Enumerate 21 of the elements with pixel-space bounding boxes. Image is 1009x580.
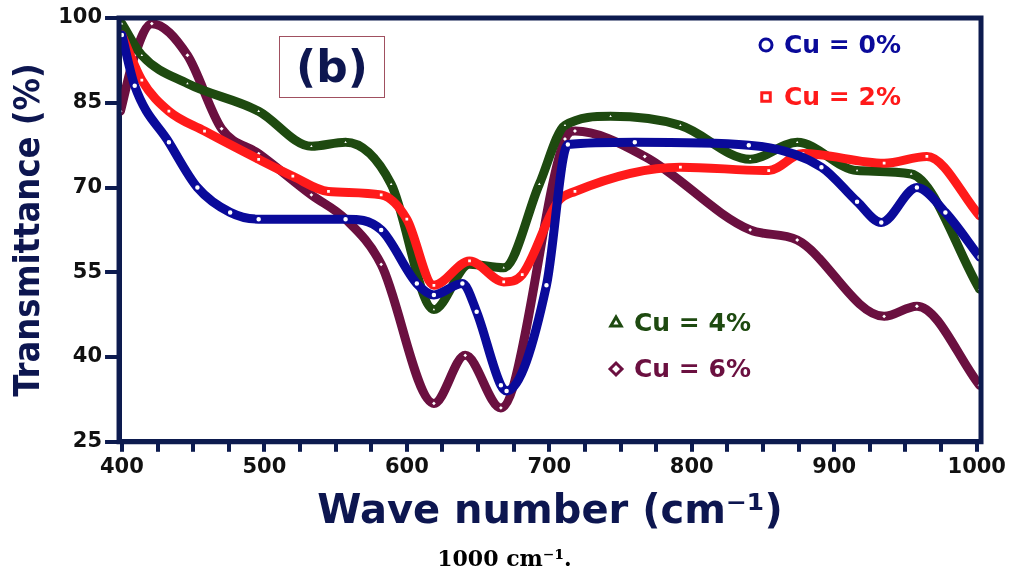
x-tick-label: 1000 (947, 453, 1006, 478)
y-tick-label: 70 (72, 173, 103, 198)
legend-label: Cu = 0% (784, 29, 901, 59)
x-tick-label: 900 (812, 453, 857, 478)
legend-label: Cu = 2% (784, 81, 901, 111)
annotation: (b) (279, 36, 385, 98)
x-tick-label: 700 (527, 453, 572, 478)
y-tick-label: 40 (72, 343, 103, 368)
x-tick-label: 600 (384, 453, 429, 478)
legend-label: Cu = 6% (634, 353, 751, 383)
x-axis-title: Wave number (cm⁻¹) (317, 486, 783, 533)
x-tick-label: 500 (242, 453, 287, 478)
x-tick-label: 400 (99, 453, 144, 478)
y-tick-label: 25 (72, 428, 103, 453)
text: 1000 cm⁻¹. (436, 545, 573, 571)
x-tick-label: 800 (669, 453, 714, 478)
legend-label: Cu = 4% (634, 307, 751, 337)
y-tick-label: 100 (58, 4, 103, 29)
y-tick-label: 55 (72, 258, 103, 283)
y-axis-title: Transmittance (%) (5, 63, 47, 397)
y-tick-label: 85 (72, 89, 103, 114)
